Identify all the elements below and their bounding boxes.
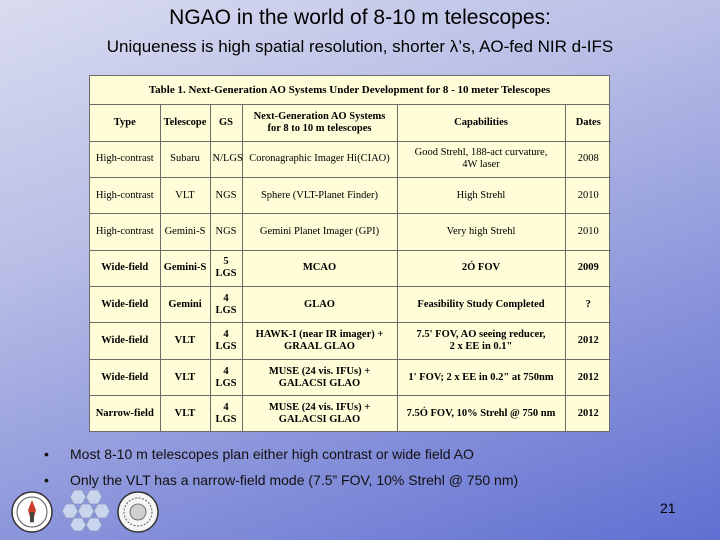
bullet-item: • Most 8-10 m telescopes plan either hig… <box>44 445 704 471</box>
cell-system-line2: GRAAL GLAO <box>284 341 355 353</box>
cell-type: Narrow-field <box>90 395 161 433</box>
header-type: Type <box>90 105 161 142</box>
cell-capabilities: Good Strehl, 188-act curvature, 4W laser <box>396 140 566 178</box>
cell-system-line2: GALACSI GLAO <box>278 414 361 426</box>
table-row: Narrow-field VLT 4 LGS MUSE (24 vis. IFU… <box>90 395 611 433</box>
table-row: High-contrast Subaru N/LGS Coronagraphic… <box>90 140 611 178</box>
cell-capabilities-line2: 4W laser <box>462 159 500 171</box>
cell-capabilities: 7.5Ó FOV, 10% Strehl @ 750 nm <box>396 395 566 433</box>
bullet-mark: • <box>44 472 49 488</box>
cell-gs: NGS <box>209 176 243 215</box>
cell-system: Gemini Planet Imager (GPI) <box>241 213 398 251</box>
cell-gs: 4 LGS <box>209 322 243 360</box>
header-capabilities: Capabilities <box>396 105 566 142</box>
bullet-item: • Only the VLT has a narrow-field mode (… <box>44 471 704 497</box>
cell-gs: 4 LGS <box>209 358 243 397</box>
cell-capabilities-line2: 2 x EE in 0.1" <box>449 341 513 353</box>
table-header-row: Type Telescope GS Next-Generation AO Sys… <box>90 105 611 142</box>
cell-telescope: VLT <box>159 176 211 215</box>
cell-system: MUSE (24 vis. IFUs) + GALACSI GLAO <box>241 358 398 397</box>
ao-systems-table: Table 1. Next-Generation AO Systems Unde… <box>89 75 611 433</box>
cell-system: Sphere (VLT-Planet Finder) <box>241 176 398 215</box>
cell-system: MUSE (24 vis. IFUs) + GALACSI GLAO <box>241 395 398 433</box>
cell-type: High-contrast <box>90 140 161 178</box>
cell-type: Wide-field <box>90 249 161 288</box>
header-system-line1: Next-Generation AO Systems <box>253 110 386 122</box>
table-caption: Table 1. Next-Generation AO Systems Unde… <box>90 76 609 105</box>
bullet-text: Most 8-10 m telescopes plan either high … <box>70 446 474 462</box>
cell-gs: 4 LGS <box>209 286 243 324</box>
cell-telescope: Subaru <box>159 140 211 178</box>
cell-telescope: VLT <box>159 358 211 397</box>
cell-system-line1: HAWK-I (near IR imager) + <box>255 329 384 341</box>
cell-date: 2012 <box>564 322 611 360</box>
cell-telescope: VLT <box>159 395 211 433</box>
header-gs: GS <box>209 105 243 142</box>
cell-system-line1: MUSE (24 vis. IFUs) + <box>268 365 371 377</box>
cell-type: Wide-field <box>90 322 161 360</box>
cell-capabilities: 7.5' FOV, AO seeing reducer, 2 x EE in 0.… <box>396 322 566 360</box>
cell-date: 2012 <box>564 395 611 433</box>
table-row: High-contrast Gemini-S NGS Gemini Planet… <box>90 213 611 251</box>
cell-system: HAWK-I (near IR imager) + GRAAL GLAO <box>241 322 398 360</box>
cell-type: Wide-field <box>90 286 161 324</box>
bullet-list: • Most 8-10 m telescopes plan either hig… <box>44 445 704 497</box>
cell-system: GLAO <box>241 286 398 324</box>
cell-type: High-contrast <box>90 176 161 215</box>
table-row: Wide-field VLT 4 LGS MUSE (24 vis. IFUs)… <box>90 358 611 397</box>
cell-telescope: Gemini-S <box>159 249 211 288</box>
bullet-mark: • <box>44 446 49 462</box>
cell-date: 2008 <box>564 140 611 178</box>
header-telescope: Telescope <box>159 105 211 142</box>
ao-table: Type Telescope GS Next-Generation AO Sys… <box>90 105 611 433</box>
page-number: 21 <box>660 500 676 516</box>
cell-system: MCAO <box>241 249 398 288</box>
table-row: Wide-field VLT 4 LGS HAWK-I (near IR ima… <box>90 322 611 360</box>
slide-subtitle: Uniqueness is high spatial resolution, s… <box>106 37 614 56</box>
cell-telescope: VLT <box>159 322 211 360</box>
cell-capabilities: Feasibility Study Completed <box>396 286 566 324</box>
header-dates: Dates <box>564 105 611 142</box>
cell-telescope: Gemini-S <box>159 213 211 251</box>
cell-date: 2009 <box>564 249 611 288</box>
table-row: Wide-field Gemini 4 LGS GLAO Feasibility… <box>90 286 611 324</box>
table-row: High-contrast VLT NGS Sphere (VLT-Planet… <box>90 176 611 215</box>
cell-date: 2010 <box>564 176 611 215</box>
table-row: Wide-field Gemini-S 5 LGS MCAO 2Ó FOV 20… <box>90 249 611 288</box>
cell-capabilities-line1: Good Strehl, 188-act curvature, <box>414 147 548 159</box>
slide-title: NGAO in the world of 8-10 m telescopes: <box>169 6 551 29</box>
cell-gs: NGS <box>209 213 243 251</box>
telescope-mirror-icon <box>61 489 111 532</box>
cell-system-line2: GALACSI GLAO <box>278 377 361 389</box>
cell-capabilities-line1: 7.5' FOV, AO seeing reducer, <box>416 329 546 341</box>
cell-gs: N/LGS <box>209 140 243 178</box>
university-seal-icon <box>11 491 53 533</box>
cell-gs: 5 LGS <box>209 249 243 288</box>
header-system: Next-Generation AO Systems for 8 to 10 m … <box>241 105 398 142</box>
cell-system-line1: MUSE (24 vis. IFUs) + <box>268 402 371 414</box>
cell-date: 2012 <box>564 358 611 397</box>
cell-type: High-contrast <box>90 213 161 251</box>
cell-date: ? <box>564 286 611 324</box>
bullet-text: Only the VLT has a narrow-field mode (7.… <box>70 472 519 488</box>
cell-date: 2010 <box>564 213 611 251</box>
cell-capabilities: 1' FOV; 2 x EE in 0.2" at 750nm <box>396 358 566 397</box>
cell-gs: 4 LGS <box>209 395 243 433</box>
cell-telescope: Gemini <box>159 286 211 324</box>
header-system-line2: for 8 to 10 m telescopes <box>267 122 372 134</box>
cell-type: Wide-field <box>90 358 161 397</box>
cell-capabilities: High Strehl <box>396 176 566 215</box>
institution-seal-icon <box>117 491 159 533</box>
cell-system: Coronagraphic Imager Hi(CIAO) <box>241 140 398 178</box>
cell-capabilities: Very high Strehl <box>396 213 566 251</box>
cell-capabilities: 2Ó FOV <box>396 249 566 288</box>
